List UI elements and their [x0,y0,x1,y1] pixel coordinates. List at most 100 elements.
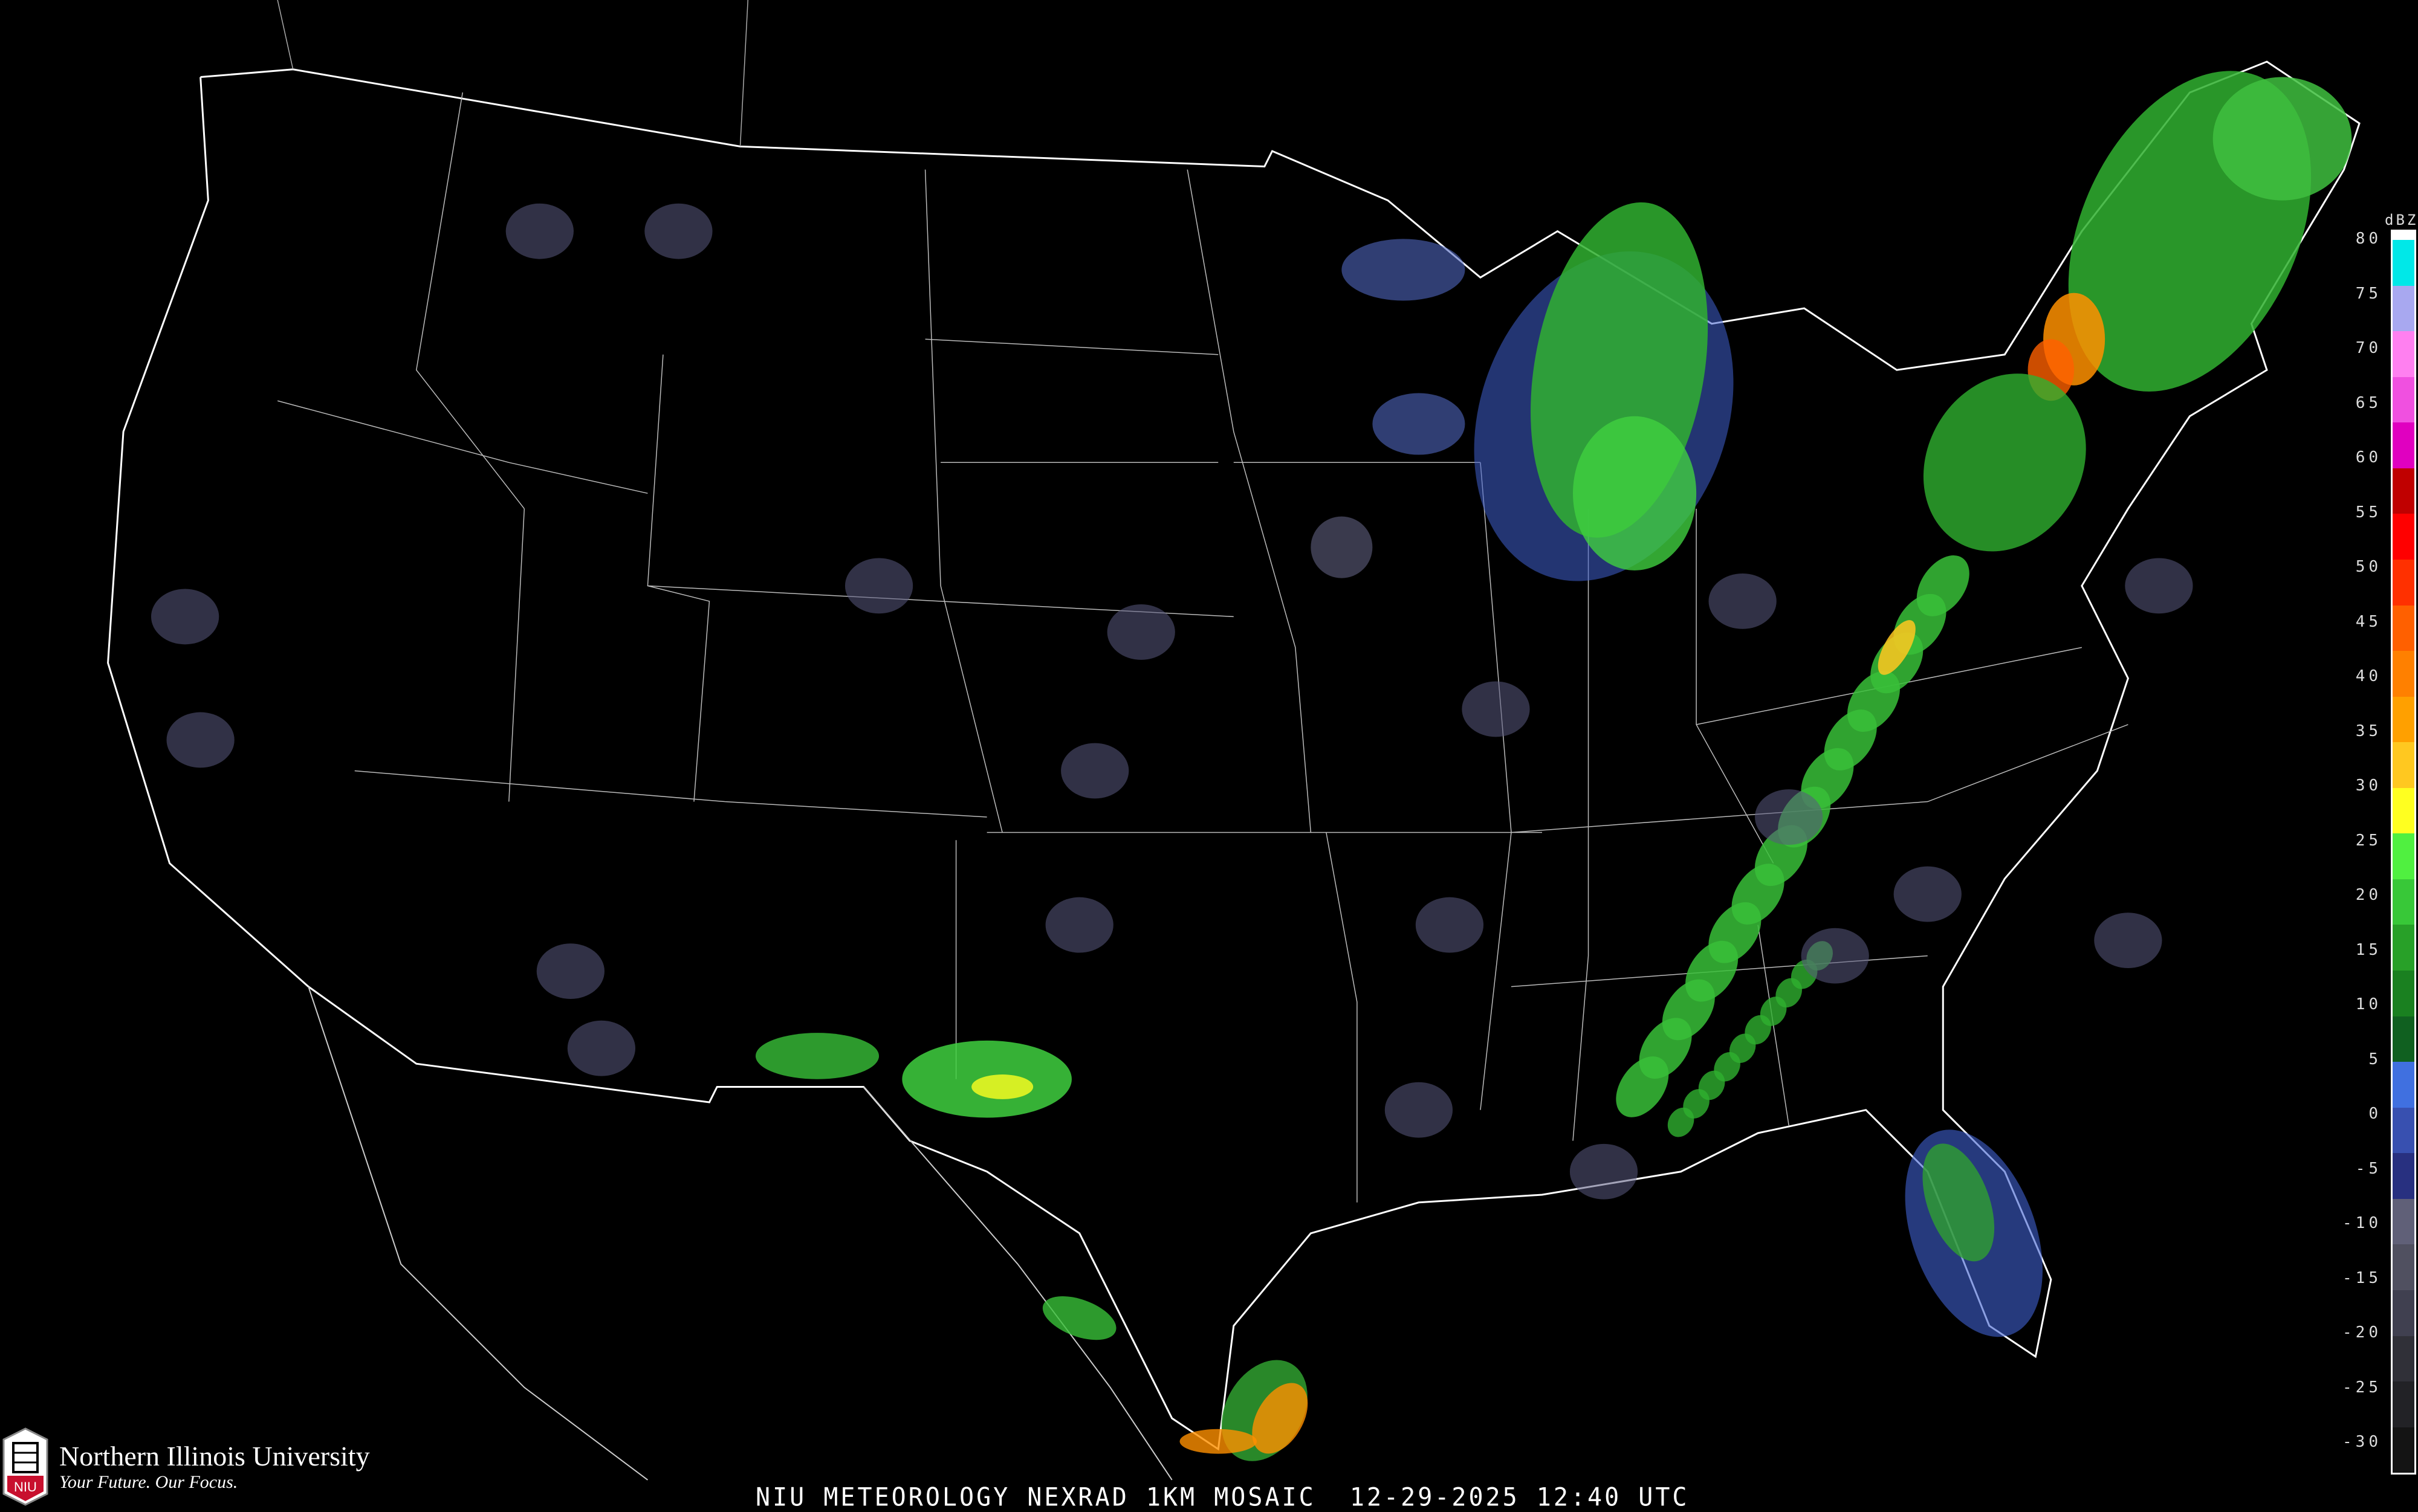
radar-echo [567,1020,636,1076]
legend-band [2393,787,2414,834]
legend-top-band [2393,231,2414,240]
radar-echo [1708,573,1777,629]
state-border [925,338,1219,355]
color-scale-legend [2391,230,2416,1475]
legend-label: -30 [2342,1433,2382,1451]
radar-echo [1061,743,1129,799]
legend-band [2393,879,2414,925]
legend-band [2393,376,2414,423]
svg-text:NIU: NIU [14,1479,37,1494]
radar-echo [1384,1082,1453,1138]
radar-echo [1462,681,1530,737]
legend-band [2393,971,2414,1016]
state-border [415,92,525,509]
radar-echo [1252,1383,1308,1454]
state-border [1187,169,1312,833]
state-border [924,169,1003,833]
legend-label: 10 [2355,995,2382,1013]
legend-label: 5 [2368,1050,2382,1068]
state-border [354,770,987,818]
radar-echo [166,712,235,768]
legend-band [2393,1381,2414,1427]
legend-band [2393,1198,2414,1245]
legend-label: -15 [2342,1268,2382,1287]
radar-echo [1922,1143,1995,1262]
legend-label: 30 [2355,777,2382,795]
radar-echo [1415,897,1484,953]
legend-band [2393,1107,2414,1154]
legend-label: 75 [2355,284,2382,303]
university-name: Northern Illinois University [59,1441,370,1472]
legend-label: -25 [2342,1378,2382,1397]
radar-echo [1569,1143,1638,1200]
legend-label: 50 [2355,558,2382,576]
radar-echo [1893,866,1962,922]
legend-band [2393,1244,2414,1290]
radar-echo [1107,604,1175,660]
state-border [277,400,648,494]
niu-shield-icon: NIU [2,1427,48,1506]
legend-band [2393,1062,2414,1108]
legend-band [2393,1427,2414,1473]
legend-band [2393,651,2414,697]
radar-echo [755,1033,880,1079]
legend-band [2393,1336,2414,1382]
radar-echo [1616,1056,1669,1117]
legend-label: 55 [2355,503,2382,522]
legend-band [2393,422,2414,468]
legend-label: 60 [2355,448,2382,467]
legend-label: 35 [2355,722,2382,740]
legend-band [2393,331,2414,377]
legend-band [2393,833,2414,879]
mexico-coast [863,1086,1173,1481]
legend-label: 25 [2355,831,2382,850]
legend-label: 20 [2355,886,2382,904]
legend-band [2393,285,2414,332]
legend-band [2393,925,2414,971]
state-border [1480,462,1512,1110]
state-boundaries [107,0,2361,1481]
legend-unit: dBZ [2385,212,2418,228]
radar-echo [1573,416,1697,570]
radar-echo [1755,789,1823,845]
legend-label: 0 [2368,1105,2382,1123]
radar-echo [1045,897,1113,953]
radar-echo [1179,1429,1257,1454]
radar-echo [2094,913,2162,969]
map-title: NIU METEOROLOGY NEXRAD 1KM MOSAIC 12-29-… [756,1482,1690,1512]
radar-echo [1801,928,1869,984]
legend-label: -5 [2355,1159,2382,1178]
radar-echoes [151,71,2352,1461]
radar-echo [844,558,913,614]
legend-band [2393,1016,2414,1062]
legend-label: 80 [2355,230,2382,248]
legend-band [2393,742,2414,788]
legend-label: -20 [2342,1323,2382,1342]
state-border [508,508,525,802]
radar-echo [1341,239,1465,301]
state-border [1511,724,2128,833]
baja-coast [308,986,649,1481]
radar-echo [536,943,604,1000]
legend-label: 45 [2355,612,2382,631]
legend-band [2393,514,2414,560]
legend-band [2393,605,2414,651]
radar-echo [1878,620,1916,675]
radar-echo [1311,516,1373,578]
radar-echo [2212,77,2352,201]
radar-echo [505,203,574,259]
state-border [1572,508,1589,1141]
university-tagline: Your Future. Our Focus. [59,1472,238,1492]
legend-band [2393,468,2414,514]
radar-echo [1923,373,2086,552]
legend-label: 70 [2355,339,2382,357]
radar-echo [151,589,219,645]
state-border [647,354,710,802]
canada-border [277,0,294,69]
legend-band [2393,240,2414,286]
radar-echo [971,1074,1034,1099]
radar-echo [1042,1296,1117,1340]
radar-echo [1372,393,1465,455]
legend-band [2393,1153,2414,1199]
